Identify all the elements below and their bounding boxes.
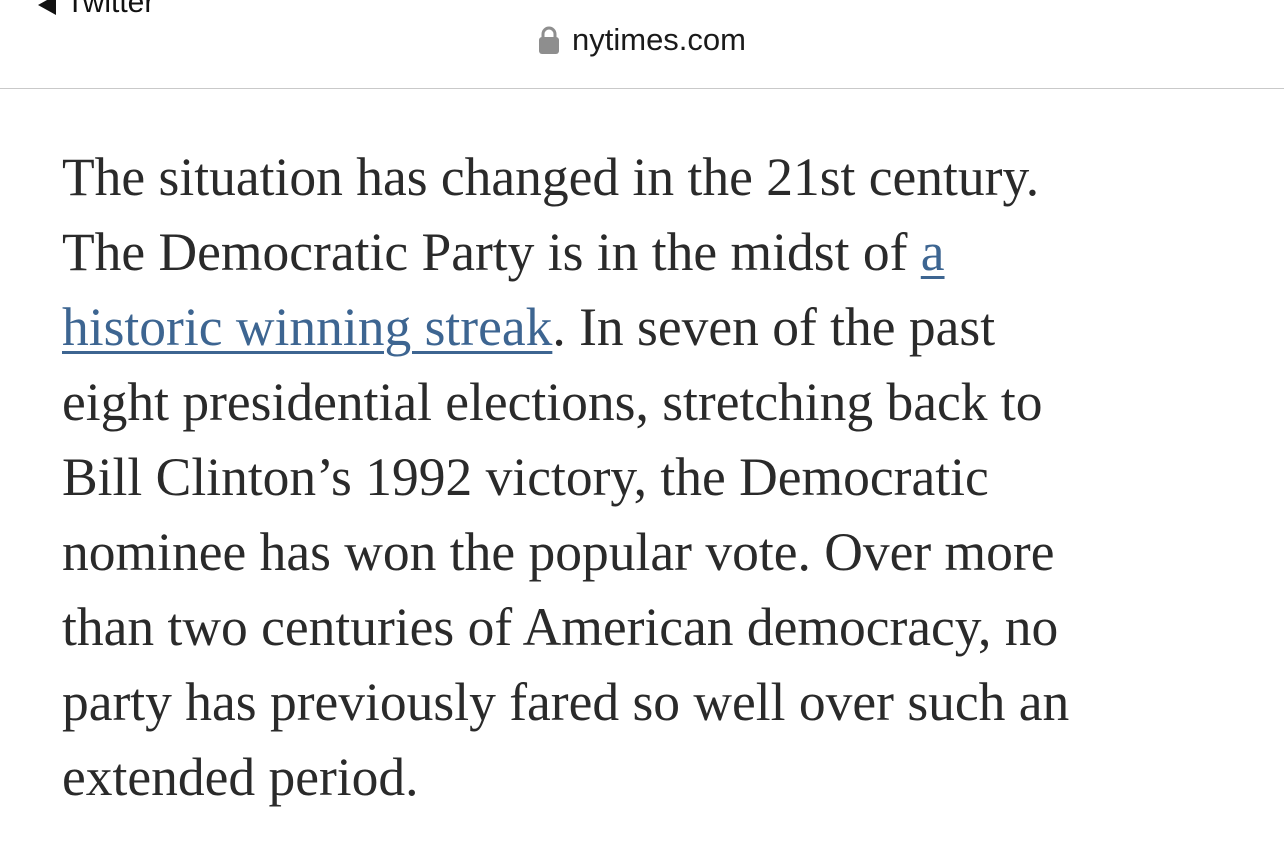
back-to-app-button[interactable]: Twitter — [38, 0, 154, 20]
article-line: The Democratic Party is in the midst of … — [62, 215, 1252, 290]
address-domain: nytimes.com — [572, 22, 746, 57]
article-line: Bill Clinton’s 1992 victory, the Democra… — [62, 447, 989, 507]
lock-icon — [538, 25, 560, 55]
article-line: than two centuries of American democracy… — [62, 597, 1059, 657]
address-bar[interactable]: nytimes.com — [0, 22, 1284, 58]
article-text: . In seven of the past — [552, 297, 996, 357]
clipped-heading-fragment — [0, 88, 1284, 98]
article-text: The Democratic Party is in the midst of — [62, 222, 921, 282]
browser-top-bar: Twitter nytimes.com — [0, 0, 1284, 89]
article-line: eight presidential elections, stretching… — [62, 372, 1043, 432]
article-paragraph: The situation has changed in the 21st ce… — [62, 140, 1252, 815]
article-line: The situation has changed in the 21st ce… — [62, 147, 1040, 207]
article-line: historic winning streak. In seven of the… — [62, 290, 1252, 365]
article-line: nominee has won the popular vote. Over m… — [62, 522, 1055, 582]
article-line: extended period. — [62, 747, 419, 807]
historic-winning-streak-link[interactable]: a — [920, 222, 945, 282]
historic-winning-streak-link[interactable]: historic winning streak — [62, 297, 553, 357]
back-app-label: Twitter — [66, 0, 155, 19]
article-line: party has previously fared so well over … — [62, 672, 1070, 732]
back-arrow-icon — [38, 0, 56, 15]
